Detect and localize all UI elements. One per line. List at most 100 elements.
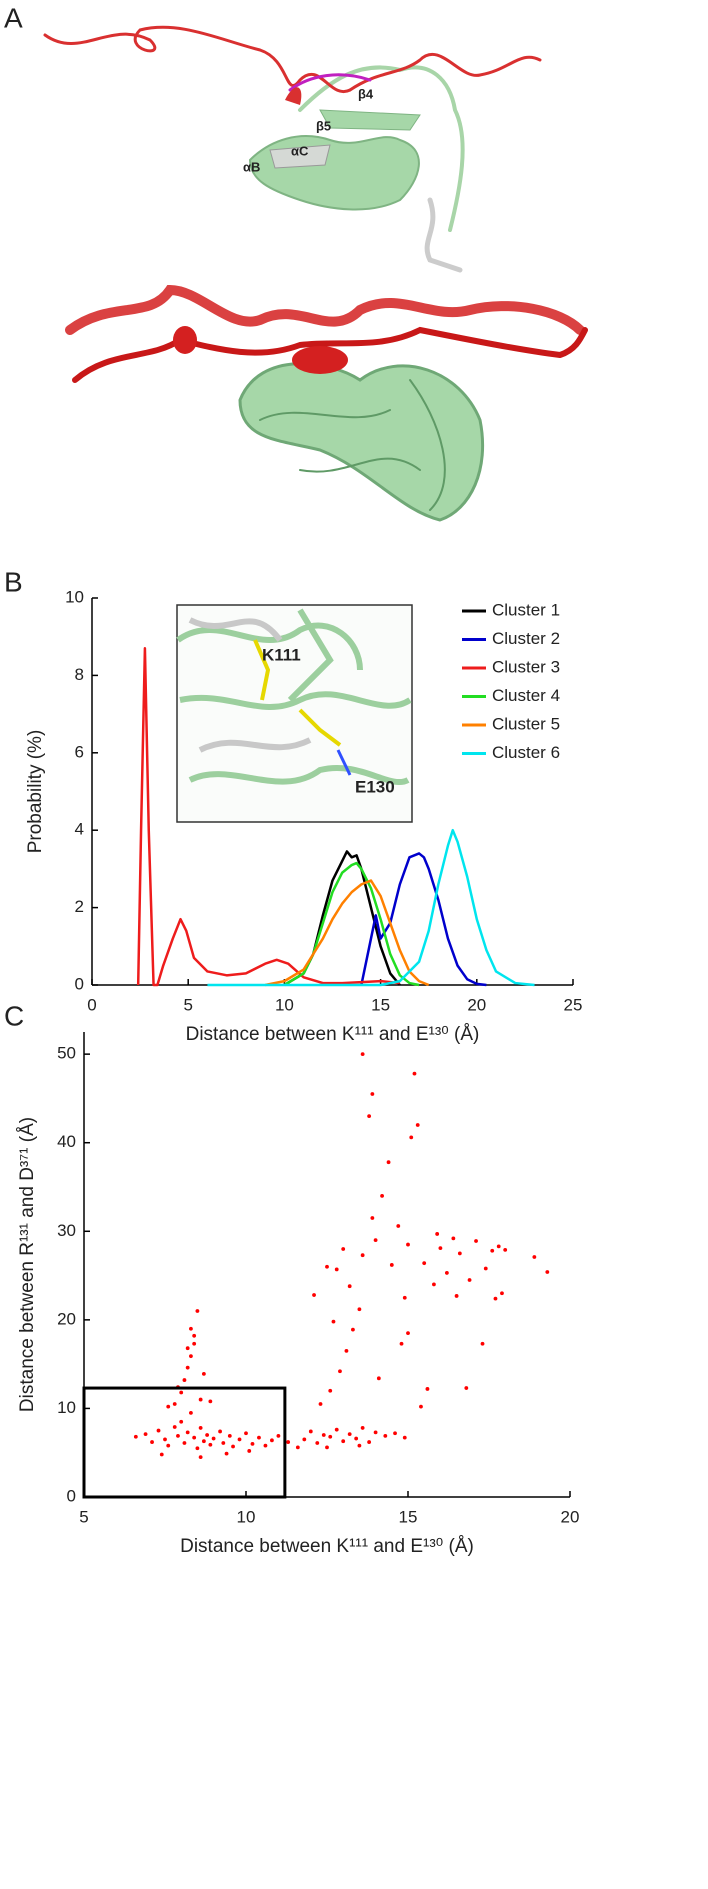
point <box>198 1426 203 1430</box>
point <box>480 1341 485 1346</box>
point <box>192 1435 197 1440</box>
x-tick-label: 25 <box>564 995 583 1014</box>
point <box>189 1354 193 1359</box>
point <box>156 1428 161 1433</box>
legend-label: Cluster 6 <box>492 743 560 762</box>
point <box>185 1430 190 1435</box>
point <box>325 1445 329 1450</box>
point <box>370 1216 375 1220</box>
highlight-box <box>82 1386 287 1499</box>
point <box>263 1443 268 1448</box>
point <box>493 1296 498 1301</box>
point <box>444 1271 449 1275</box>
y-tick-label: 20 <box>57 1309 76 1328</box>
point <box>143 1432 148 1437</box>
series-line <box>136 647 400 987</box>
point <box>211 1436 216 1441</box>
point <box>208 1442 213 1447</box>
structure-label: β4 <box>358 86 374 101</box>
point <box>347 1284 352 1289</box>
point <box>159 1452 164 1457</box>
point <box>483 1266 488 1271</box>
series-line <box>283 861 420 987</box>
point <box>399 1341 404 1346</box>
point <box>312 1293 316 1297</box>
y-tick-label: 50 <box>57 1044 76 1063</box>
point <box>457 1251 462 1256</box>
point <box>276 1433 281 1438</box>
point <box>503 1247 508 1252</box>
point <box>221 1441 226 1445</box>
x-tick-label: 10 <box>275 995 294 1014</box>
structure-label: β5 <box>316 118 331 133</box>
point <box>286 1440 291 1444</box>
inset <box>176 604 413 823</box>
point <box>150 1440 154 1444</box>
y-tick-label: 40 <box>57 1132 76 1151</box>
y-axis-label: Probability (%) <box>25 730 46 854</box>
structure-top <box>43 25 542 273</box>
point <box>425 1387 430 1391</box>
point <box>389 1263 394 1267</box>
inset-label: E130 <box>355 777 395 796</box>
y-tick-label: 0 <box>75 974 84 993</box>
point <box>198 1455 203 1460</box>
point <box>357 1307 362 1312</box>
point <box>341 1439 346 1444</box>
point <box>195 1446 200 1451</box>
point <box>354 1436 359 1441</box>
point <box>357 1443 362 1448</box>
point <box>182 1441 187 1445</box>
point <box>380 1193 384 1198</box>
point <box>182 1378 187 1382</box>
point <box>201 1439 206 1444</box>
panel-label: A <box>4 2 23 33</box>
point <box>166 1404 171 1409</box>
point <box>179 1419 184 1424</box>
point <box>244 1431 248 1436</box>
x-tick-label: 20 <box>467 995 486 1014</box>
legend-label: Cluster 3 <box>492 657 560 676</box>
point <box>192 1333 197 1338</box>
point <box>321 1433 326 1437</box>
point <box>467 1278 472 1282</box>
point <box>328 1388 333 1393</box>
point <box>367 1114 372 1119</box>
point <box>231 1444 235 1449</box>
point <box>415 1123 420 1127</box>
point <box>396 1224 401 1228</box>
x-tick-label: 15 <box>371 995 390 1014</box>
point <box>500 1291 504 1296</box>
point <box>373 1430 378 1435</box>
point <box>490 1248 495 1253</box>
point <box>302 1437 307 1442</box>
point <box>172 1402 177 1406</box>
point <box>370 1092 375 1096</box>
point <box>376 1376 381 1381</box>
structure-ensemble <box>65 284 588 522</box>
point <box>189 1410 193 1415</box>
y-tick-label: 6 <box>75 742 84 761</box>
panel-label: C <box>4 1000 24 1031</box>
y-tick-label: 10 <box>65 587 84 606</box>
series-line <box>264 879 430 987</box>
point <box>189 1326 193 1331</box>
panel-label: B <box>4 566 23 597</box>
x-tick-label: 5 <box>183 995 192 1014</box>
point <box>257 1435 261 1440</box>
point <box>451 1236 456 1241</box>
structure-label: αB <box>243 159 260 174</box>
legend-label: Cluster 2 <box>492 629 560 648</box>
point <box>176 1433 180 1438</box>
point <box>360 1052 365 1057</box>
point <box>334 1267 339 1272</box>
point <box>402 1435 407 1440</box>
point <box>198 1397 203 1402</box>
point <box>419 1404 423 1409</box>
point <box>224 1451 229 1456</box>
point <box>432 1282 436 1287</box>
legend-label: Cluster 5 <box>492 714 560 733</box>
point <box>250 1441 255 1446</box>
point <box>201 1371 206 1376</box>
y-tick-label: 10 <box>57 1398 76 1417</box>
